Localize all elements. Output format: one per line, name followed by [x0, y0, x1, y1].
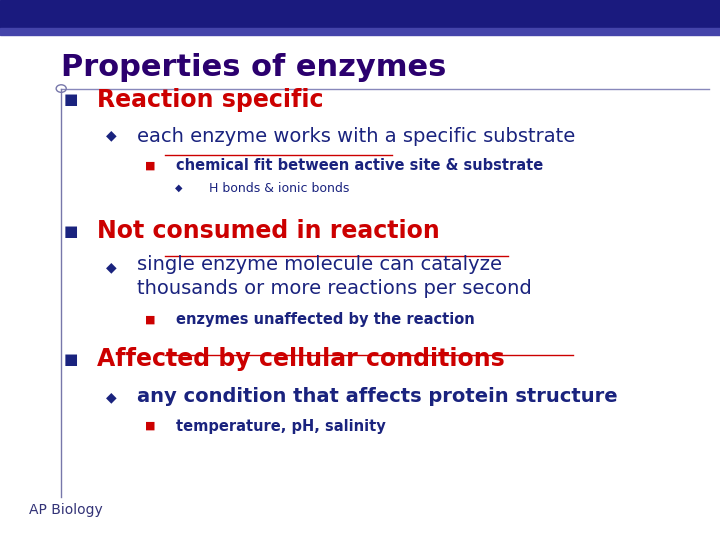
Text: Reaction specific: Reaction specific [97, 88, 324, 112]
Text: single enzyme molecule can catalyze
thousands or more reactions per second: single enzyme molecule can catalyze thou… [137, 255, 531, 298]
Text: any condition that affects protein structure: any condition that affects protein struc… [137, 387, 618, 407]
Text: each enzyme works with a specific substrate: each enzyme works with a specific substr… [137, 126, 575, 146]
Text: chemical fit between active site & substrate: chemical fit between active site & subst… [176, 158, 544, 173]
Text: ■: ■ [145, 315, 155, 325]
Bar [0, 28, 720, 35]
Text: temperature, pH, salinity: temperature, pH, salinity [176, 419, 386, 434]
Text: ◆: ◆ [107, 390, 117, 404]
Text: Not consumed in reaction: Not consumed in reaction [97, 219, 440, 243]
Text: enzymes unaffected by the reaction: enzymes unaffected by the reaction [176, 312, 475, 327]
Text: ◆: ◆ [107, 129, 117, 143]
Text: Properties of enzymes: Properties of enzymes [61, 53, 446, 82]
Text: Affected by cellular conditions: Affected by cellular conditions [97, 347, 505, 371]
Text: AP Biology: AP Biology [29, 503, 102, 517]
Text: ◆: ◆ [175, 183, 182, 193]
Text: ■: ■ [63, 92, 78, 107]
Text: ■: ■ [63, 224, 78, 239]
Text: H bonds & ionic bonds: H bonds & ionic bonds [209, 182, 349, 195]
Text: ■: ■ [145, 160, 155, 170]
Text: ■: ■ [145, 421, 155, 431]
Text: ■: ■ [63, 352, 78, 367]
Text: ◆: ◆ [107, 260, 117, 274]
Bar [0, 0, 720, 28]
